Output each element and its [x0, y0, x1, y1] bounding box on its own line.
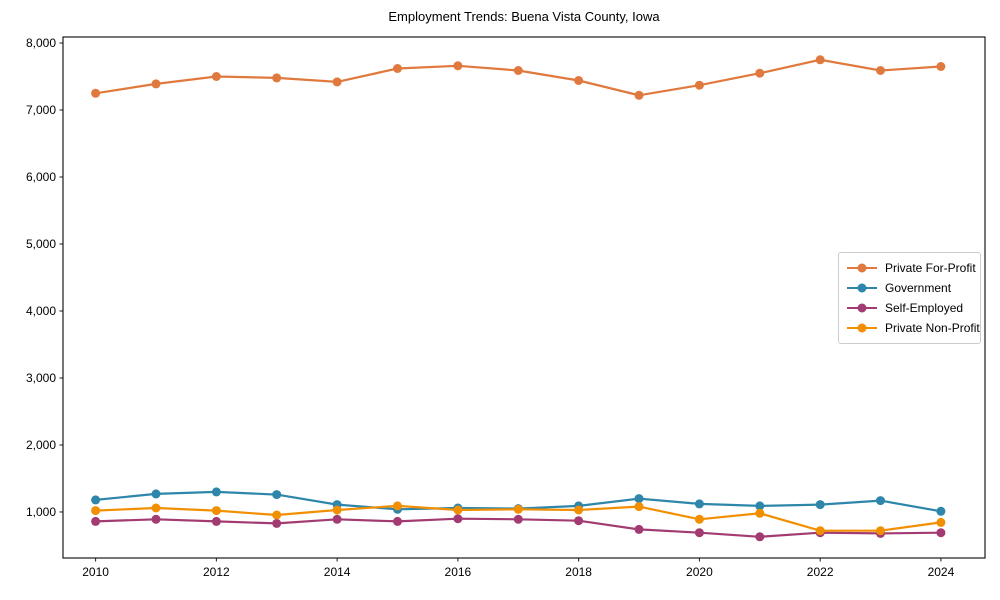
- data-point-self-employed-2012: [211, 516, 221, 526]
- data-point-private-non-profit-2012: [211, 506, 221, 516]
- data-point-self-employed-2014: [332, 514, 342, 524]
- data-point-government-2020: [694, 499, 704, 509]
- plot-border: [62, 36, 986, 559]
- data-point-self-employed-2016: [453, 514, 463, 524]
- x-tick-label: 2014: [324, 565, 351, 579]
- data-point-private-for-profit-2023: [876, 66, 885, 75]
- data-point-private-for-profit-2014: [332, 77, 342, 87]
- data-point-private-for-profit-2019: [634, 90, 644, 100]
- y-tick-label: 3,000: [26, 371, 56, 385]
- x-tick-label: 2012: [203, 565, 230, 579]
- data-point-self-employed-2013: [272, 518, 282, 528]
- legend-line-marker-icon: [847, 323, 877, 333]
- x-tick-label: 2022: [807, 565, 834, 579]
- x-tick-label: 2024: [928, 565, 955, 579]
- data-point-private-non-profit-2023: [876, 526, 885, 536]
- data-point-self-employed-2015: [393, 516, 402, 526]
- y-tick-label: 8,000: [26, 36, 56, 50]
- data-point-private-for-profit-2013: [272, 73, 282, 83]
- data-point-government-2012: [211, 487, 221, 497]
- chart-title: Employment Trends: Buena Vista County, I…: [388, 9, 660, 24]
- axis-ticks: 1,000 2,000 3,000 4,000 5,000 6,000 7,000 8,000…: [26, 36, 955, 579]
- data-point-private-for-profit-2024: [936, 62, 946, 71]
- y-tick-label: 2,000: [26, 438, 56, 452]
- data-point-private-non-profit-2016: [453, 505, 463, 515]
- data-point-private-for-profit-2011: [151, 79, 161, 89]
- data-point-government-2021: [755, 501, 765, 511]
- data-point-government-2010: [91, 495, 101, 505]
- data-point-government-2024: [936, 506, 946, 516]
- series-private-non-profit: [91, 501, 946, 536]
- data-point-private-non-profit-2013: [272, 510, 282, 520]
- data-point-private-non-profit-2021: [755, 508, 765, 518]
- data-point-self-employed-2021: [755, 532, 765, 542]
- legend-line-marker-icon: [847, 263, 877, 273]
- legend-line-marker-icon: [847, 283, 877, 293]
- x-tick-label: 2018: [565, 565, 592, 579]
- y-tick-label: 4,000: [26, 304, 56, 318]
- y-tick-label: 5,000: [26, 237, 56, 251]
- data-point-self-employed-2011: [151, 514, 161, 524]
- legend-line-marker-icon: [847, 303, 877, 313]
- legend-label: Government: [885, 281, 952, 295]
- data-point-government-2011: [151, 489, 161, 499]
- data-point-government-2013: [272, 490, 282, 500]
- legend-item-private-non-profit: Private Non-Profit: [847, 321, 980, 335]
- data-point-government-2023: [876, 496, 885, 506]
- data-point-private-non-profit-2014: [332, 505, 342, 515]
- legend-item-self-employed: Self-Employed: [847, 301, 972, 315]
- x-tick-label: 2010: [82, 565, 109, 579]
- data-point-private-for-profit-2017: [513, 66, 523, 75]
- data-point-private-for-profit-2021: [755, 68, 765, 78]
- data-point-private-for-profit-2018: [574, 76, 584, 85]
- data-point-private-non-profit-2020: [694, 514, 704, 524]
- data-point-private-non-profit-2017: [513, 504, 523, 514]
- data-point-private-for-profit-2016: [453, 61, 463, 71]
- y-tick-label: 6,000: [26, 170, 56, 184]
- x-tick-label: 2020: [686, 565, 713, 579]
- data-point-private-non-profit-2010: [91, 506, 101, 516]
- data-point-private-for-profit-2012: [211, 72, 221, 81]
- data-point-self-employed-2019: [634, 524, 644, 534]
- x-tick-label: 2016: [445, 565, 472, 579]
- series-private-for-profit: [91, 55, 946, 100]
- y-tick-label: 1,000: [26, 505, 56, 519]
- data-point-government-2022: [815, 500, 825, 510]
- data-point-self-employed-2024: [936, 528, 946, 538]
- data-point-self-employed-2017: [513, 514, 523, 524]
- series-line-private-for-profit: [95, 58, 941, 97]
- data-point-private-for-profit-2015: [393, 64, 402, 73]
- data-point-private-non-profit-2018: [574, 505, 584, 515]
- data-point-private-for-profit-2022: [815, 55, 825, 65]
- legend-item-private-for-profit: Private For-Profit: [847, 261, 976, 275]
- data-point-self-employed-2020: [694, 528, 704, 538]
- data-point-private-non-profit-2019: [634, 502, 644, 512]
- data-point-self-employed-2018: [574, 516, 584, 526]
- data-point-government-2019: [634, 494, 644, 504]
- data-point-private-non-profit-2022: [815, 526, 825, 536]
- data-point-self-employed-2010: [91, 516, 101, 526]
- data-point-private-for-profit-2020: [694, 80, 704, 90]
- data-point-private-non-profit-2024: [936, 517, 946, 527]
- legend-label: Private Non-Profit: [885, 321, 980, 335]
- y-tick-label: 7,000: [26, 103, 56, 117]
- legend-item-government: Government: [847, 281, 972, 295]
- data-point-private-non-profit-2011: [151, 503, 161, 513]
- legend-label: Private For-Profit: [885, 261, 976, 275]
- data-point-private-for-profit-2010: [91, 88, 101, 98]
- legend-label: Self-Employed: [885, 301, 964, 315]
- chart-legend: Private For-Profit Government Self-Emplo…: [838, 252, 981, 344]
- data-point-private-non-profit-2015: [393, 501, 402, 511]
